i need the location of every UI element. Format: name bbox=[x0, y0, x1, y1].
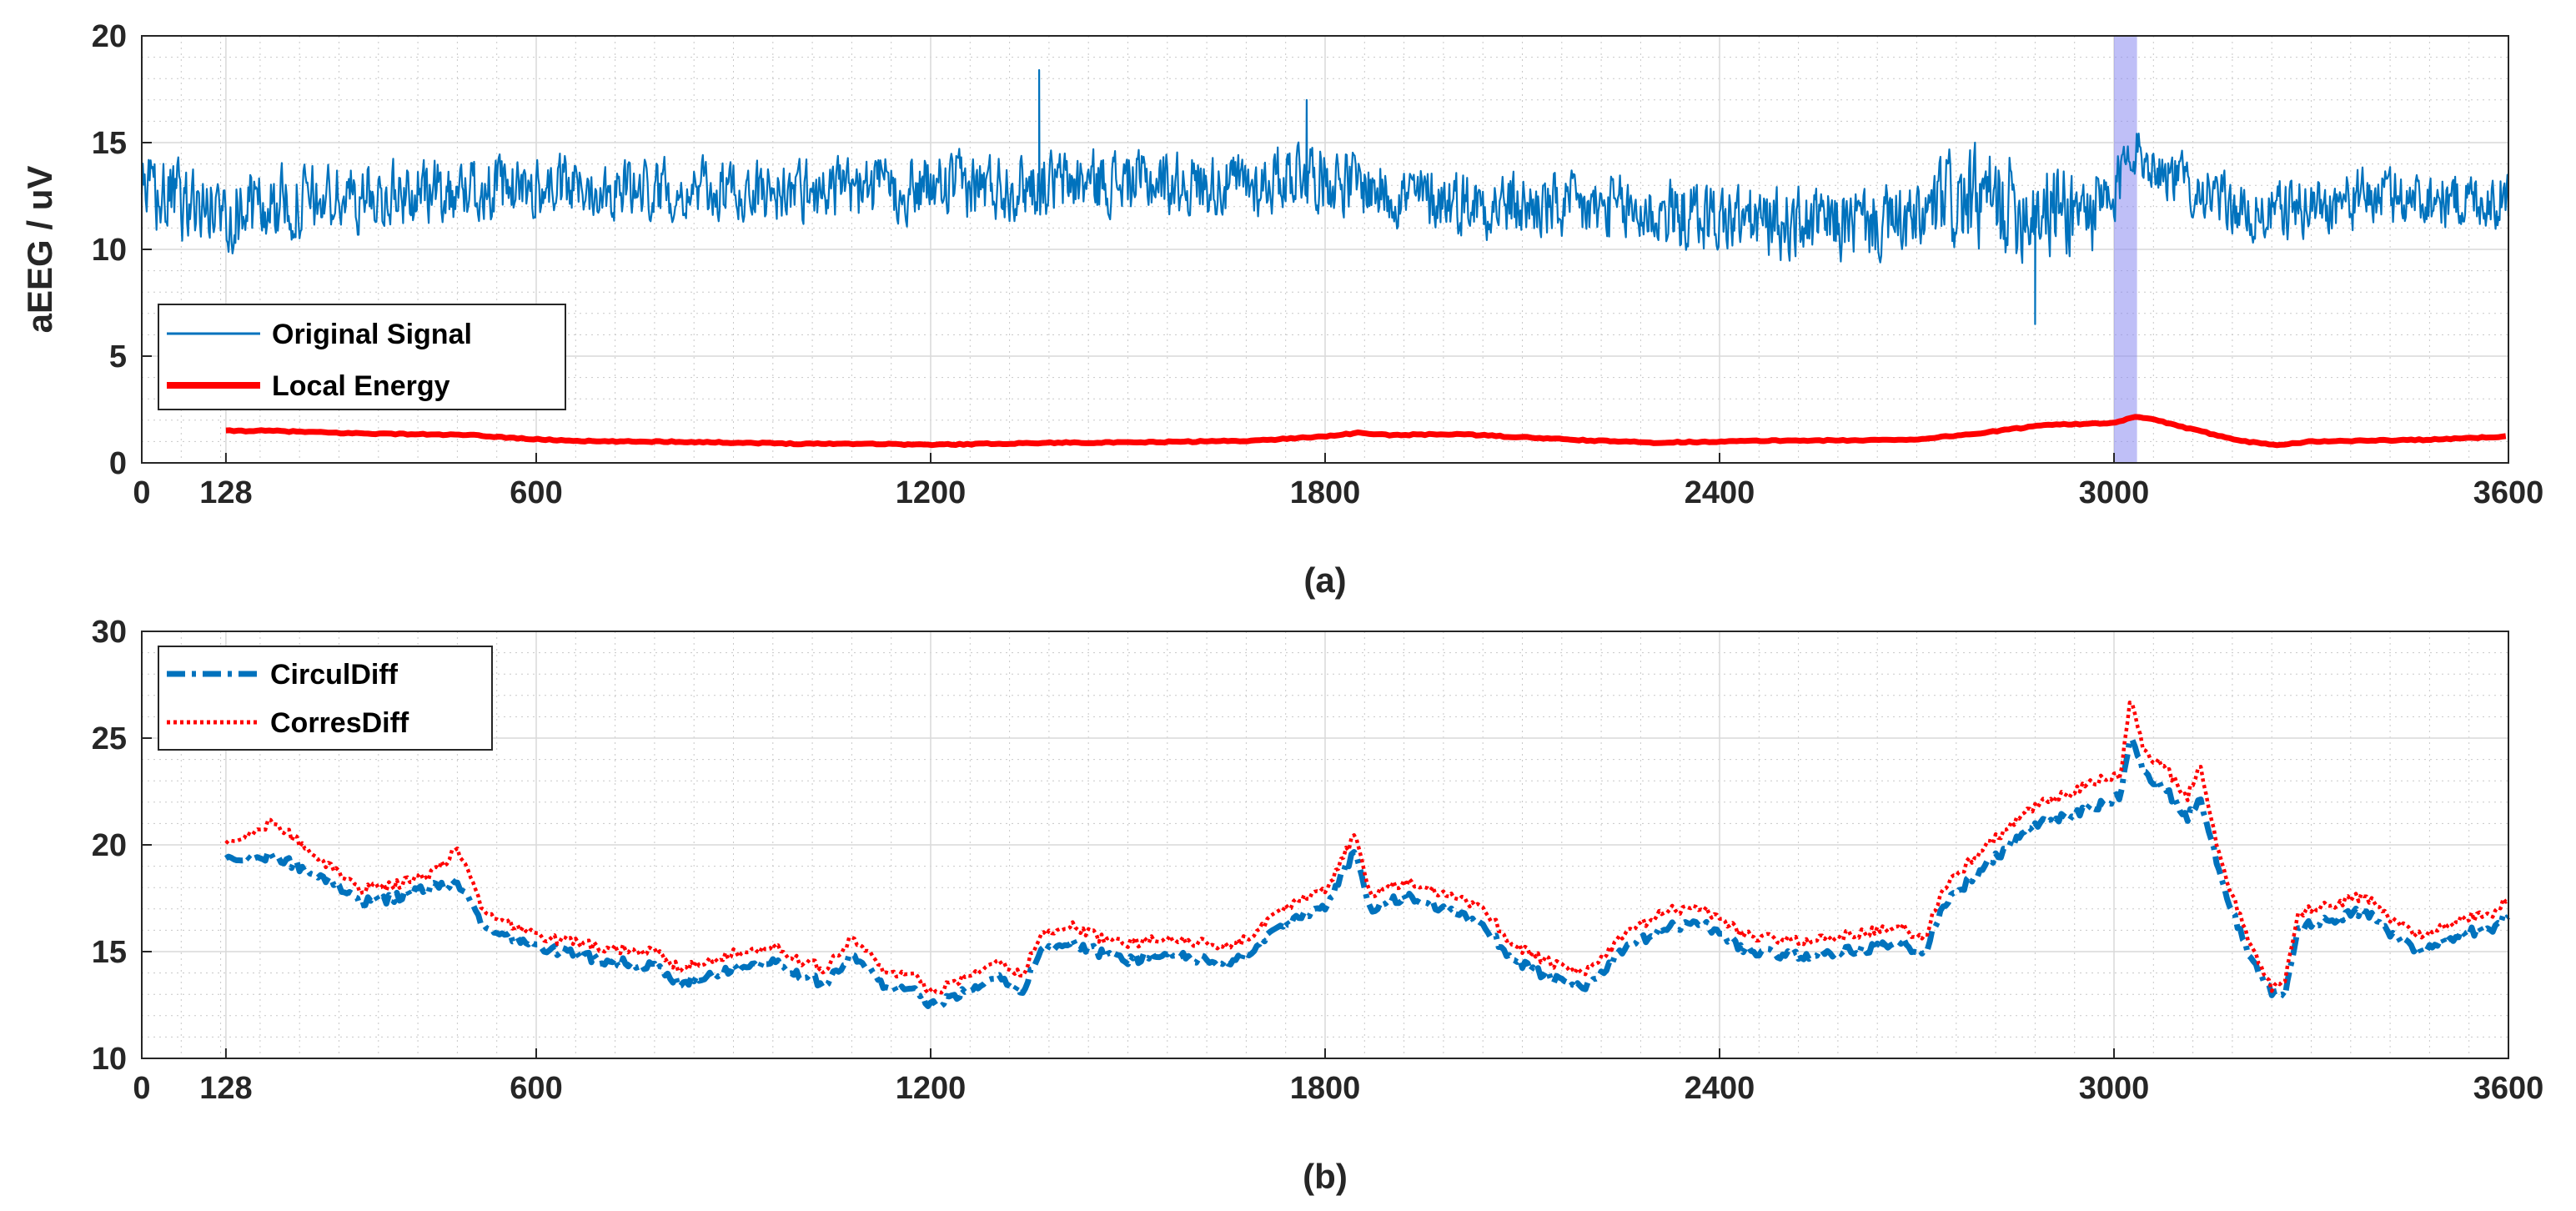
x-tick-label: 0 bbox=[133, 475, 150, 510]
x-tick-label: 3600 bbox=[2473, 1071, 2544, 1106]
x-tick-label: 3000 bbox=[2079, 475, 2150, 510]
y-tick-label: 20 bbox=[92, 828, 127, 863]
x-tick-label: 600 bbox=[510, 1071, 562, 1106]
series-line-local-energy bbox=[225, 414, 2507, 449]
series-line-original-signal bbox=[140, 68, 2510, 325]
x-tick-label: 3600 bbox=[2473, 475, 2544, 510]
y-tick-label: 0 bbox=[109, 446, 127, 481]
series-line-circuldiff bbox=[223, 736, 2511, 1009]
panel-a-legend: Original Signal Local Energy bbox=[158, 304, 566, 410]
legend-box bbox=[158, 646, 493, 751]
legend-label-local-energy: Local Energy bbox=[272, 370, 450, 402]
panel-b-caption: (b) bbox=[1303, 1157, 1348, 1196]
x-tick-label: 1800 bbox=[1290, 475, 1361, 510]
x-tick-label: 2400 bbox=[1685, 475, 1755, 510]
x-tick-label: 600 bbox=[510, 475, 562, 510]
legend-box bbox=[158, 304, 566, 410]
y-tick-label: 10 bbox=[92, 233, 127, 268]
x-tick-label: 0 bbox=[133, 1071, 150, 1106]
highlight-band bbox=[2114, 36, 2137, 463]
panel-a-caption: (a) bbox=[1303, 560, 1346, 600]
x-tick-label: 2400 bbox=[1685, 1071, 1755, 1106]
panel-a-grid bbox=[141, 35, 2509, 464]
x-tick-label: 128 bbox=[199, 475, 252, 510]
x-tick-label: 1200 bbox=[896, 1071, 967, 1106]
y-tick-label: 15 bbox=[92, 935, 127, 970]
y-tick-label: 10 bbox=[92, 1042, 127, 1077]
legend-label-corresdiff: CorresDiff bbox=[270, 707, 409, 739]
x-tick-label: 1200 bbox=[896, 475, 967, 510]
x-tick-label: 128 bbox=[199, 1071, 252, 1106]
legend-label-original-signal: Original Signal bbox=[272, 319, 472, 350]
panel-b-series bbox=[223, 700, 2511, 1009]
y-tick-label: 15 bbox=[92, 126, 127, 161]
series-line-corresdiff bbox=[224, 700, 2510, 995]
panel-a-chart: 0 128 600 1200 1800 2400 3000 3600 0 5 10 15 20 aEEG… bbox=[20, 19, 2543, 600]
panel-b-chart: 0 128 600 1200 1800 2400 3000 3600 10 15 20 25 30 (b… bbox=[92, 615, 2544, 1196]
legend-label-circuldiff: CirculDiff bbox=[270, 659, 399, 691]
x-tick-label: 3000 bbox=[2079, 1071, 2150, 1106]
panel-b-ticks: 0 128 600 1200 1800 2400 3000 3600 10 15 20 25 30 bbox=[92, 615, 2544, 1106]
panel-a-ticks: 0 128 600 1200 1800 2400 3000 3600 0 5 10 15 20 bbox=[92, 19, 2544, 510]
y-tick-label: 30 bbox=[92, 615, 127, 650]
y-tick-label: 25 bbox=[92, 721, 127, 756]
panel-b-grid bbox=[141, 631, 2509, 1059]
y-tick-label: 20 bbox=[92, 19, 127, 54]
panel-a-series bbox=[140, 68, 2510, 449]
x-tick-label: 1800 bbox=[1290, 1071, 1361, 1106]
y-tick-label: 5 bbox=[109, 339, 127, 374]
panel-a-ylabel: aEEG / uV bbox=[20, 166, 59, 334]
panel-b-legend: CirculDiff CorresDiff bbox=[158, 646, 493, 751]
